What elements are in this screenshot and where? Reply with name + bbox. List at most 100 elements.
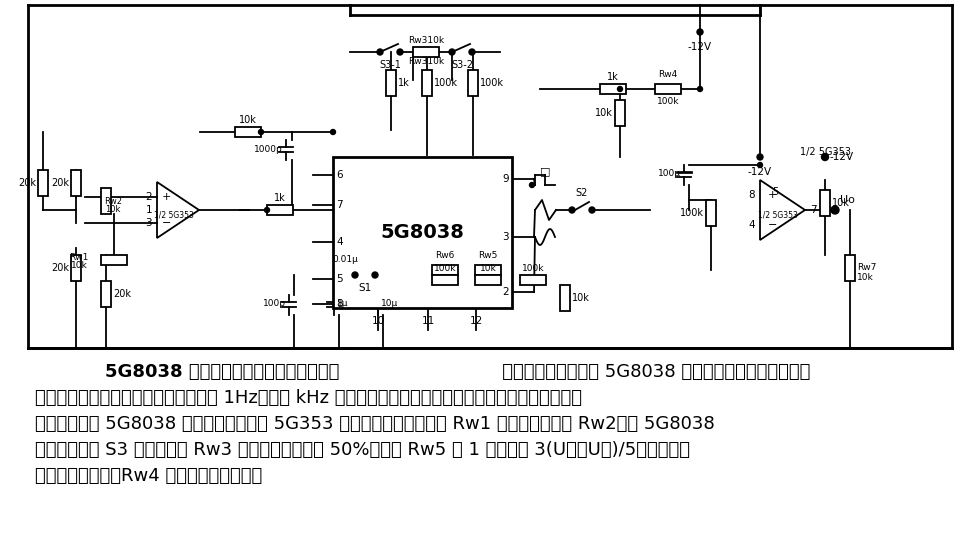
Bar	[844, 255, 854, 281]
Text: 20k: 20k	[51, 263, 69, 273]
Text: 10k: 10k	[106, 205, 120, 214]
Text: 5G8038 组成的多量程多功能信号发生器: 5G8038 组成的多量程多功能信号发生器	[105, 363, 339, 381]
Text: 100k: 100k	[657, 97, 679, 106]
Text: +: +	[767, 190, 777, 200]
Text: 1μ: 1μ	[337, 300, 348, 308]
Text: 12: 12	[469, 316, 482, 326]
Text: 5: 5	[771, 187, 778, 197]
Text: 角波、锯齿波和调制波，振荡频率可在 1Hz～数百 kHz 的范围内调节。压控信号可以内部选择也可以外接。: 角波、锯齿波和调制波，振荡频率可在 1Hz～数百 kHz 的范围内调节。压控信号…	[35, 389, 581, 407]
Text: 3: 3	[502, 232, 508, 242]
Circle shape	[397, 49, 403, 55]
Text: 9: 9	[502, 174, 508, 184]
Bar	[615, 100, 624, 126]
Text: □: □	[539, 166, 550, 176]
Bar	[71, 170, 81, 196]
Bar	[655, 84, 680, 94]
Bar	[432, 275, 457, 285]
Text: 1k: 1k	[274, 193, 285, 203]
Text: 1k: 1k	[607, 72, 618, 82]
Text: 10: 10	[371, 316, 384, 326]
Text: 10k: 10k	[856, 274, 872, 282]
Text: 10k: 10k	[831, 198, 849, 208]
Text: 10k: 10k	[71, 261, 88, 269]
Text: 1/2 5G353: 1/2 5G353	[757, 211, 797, 219]
Text: 8: 8	[747, 190, 754, 200]
Text: -12V: -12V	[747, 167, 771, 177]
Text: 5: 5	[336, 274, 342, 284]
Text: 100p: 100p	[263, 300, 285, 308]
Text: 1/2 5G353: 1/2 5G353	[153, 211, 193, 219]
Text: 20k: 20k	[18, 178, 36, 188]
Circle shape	[371, 272, 378, 278]
Bar	[432, 265, 457, 275]
Bar	[101, 281, 110, 307]
Bar	[332, 157, 512, 308]
Text: Rw5: Rw5	[478, 251, 497, 260]
Bar	[421, 70, 432, 96]
Circle shape	[448, 49, 454, 55]
Text: 2: 2	[146, 192, 151, 202]
Circle shape	[756, 154, 762, 160]
Text: 20k: 20k	[51, 178, 69, 188]
Text: S3-1: S3-1	[379, 60, 401, 70]
Text: 10k: 10k	[238, 115, 257, 125]
Bar	[267, 205, 293, 215]
Bar	[234, 127, 261, 137]
Text: 100μ: 100μ	[658, 169, 680, 179]
Text: 7: 7	[809, 205, 816, 215]
Circle shape	[697, 29, 702, 35]
Circle shape	[697, 86, 701, 92]
Circle shape	[588, 207, 594, 213]
Text: −: −	[767, 220, 777, 230]
Circle shape	[258, 129, 263, 135]
Text: -12V: -12V	[687, 42, 711, 52]
Text: Rw6: Rw6	[435, 251, 454, 260]
Bar	[520, 275, 545, 285]
Text: 11: 11	[421, 316, 434, 326]
Bar	[101, 188, 110, 214]
Text: 2: 2	[502, 287, 508, 297]
Text: Rw310k: Rw310k	[407, 36, 444, 45]
Circle shape	[330, 129, 335, 135]
Circle shape	[616, 86, 622, 92]
Text: 6: 6	[336, 170, 342, 180]
Text: Rw7: Rw7	[856, 263, 875, 273]
Text: 10k: 10k	[479, 264, 496, 273]
Circle shape	[821, 154, 828, 161]
Text: S3-2: S3-2	[450, 60, 473, 70]
Bar	[468, 70, 478, 96]
Text: 20k: 20k	[113, 289, 131, 299]
Text: 5G8038: 5G8038	[380, 223, 464, 242]
Bar	[38, 170, 48, 196]
Text: 1k: 1k	[398, 78, 409, 88]
Text: Rw310k: Rw310k	[407, 58, 444, 66]
Circle shape	[830, 206, 838, 214]
Circle shape	[469, 49, 475, 55]
Circle shape	[569, 207, 574, 213]
Text: Uo: Uo	[839, 195, 854, 205]
Text: 3: 3	[146, 218, 151, 228]
Text: -12V: -12V	[829, 152, 853, 162]
Text: 100k: 100k	[434, 78, 457, 88]
Bar	[386, 70, 396, 96]
Circle shape	[529, 182, 534, 187]
Text: 0.01μ: 0.01μ	[332, 256, 358, 264]
Bar	[412, 47, 439, 57]
Text: 100k: 100k	[521, 264, 543, 273]
Bar	[475, 275, 500, 285]
Circle shape	[352, 272, 358, 278]
Text: 7: 7	[336, 200, 342, 210]
Text: 利用集成函数发生器 5G8038 可以产生方波、正弦波、三: 利用集成函数发生器 5G8038 可以产生方波、正弦波、三	[485, 363, 810, 381]
Text: Rw4: Rw4	[658, 70, 677, 79]
Bar	[101, 255, 127, 265]
Bar	[705, 200, 715, 226]
Text: 10k: 10k	[595, 108, 613, 118]
Text: −: −	[162, 218, 171, 228]
Text: 1/2 5G353: 1/2 5G353	[799, 147, 850, 157]
Bar	[599, 84, 625, 94]
Text: 起振。将开关 S3 断开，调节 Rw3 使方波的占空比为 50%，调节 Rw5 使 1 端电压为 3(U＋－U－)/5，可得较理: 起振。将开关 S3 断开，调节 Rw3 使方波的占空比为 50%，调节 Rw5 …	[35, 441, 690, 459]
Text: 输出信号可从 5G8038 高阻输出，也可从 5G353 低阻输出。通电后，将 Rw1 调到低端，再调 Rw2，使 5G8038: 输出信号可从 5G8038 高阻输出，也可从 5G353 低阻输出。通电后，将 …	[35, 415, 714, 433]
Text: 4: 4	[336, 237, 342, 247]
Text: 8: 8	[336, 299, 342, 309]
Text: 10μ: 10μ	[381, 300, 398, 308]
